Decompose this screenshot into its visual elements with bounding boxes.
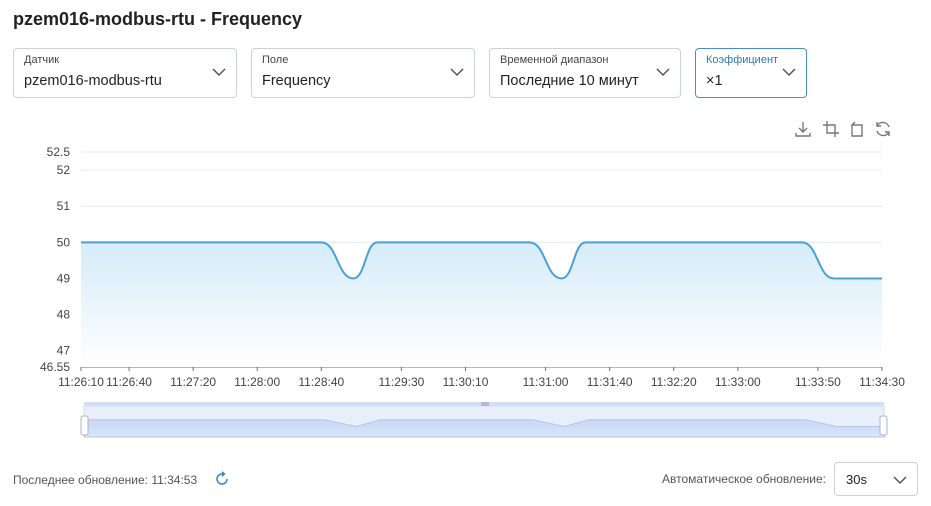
datazoom-move-handle xyxy=(481,402,489,406)
chevron-down-icon xyxy=(656,68,670,77)
field-select[interactable]: Поле Frequency xyxy=(251,48,475,98)
x-tick-label: 11:26:40 xyxy=(106,375,152,389)
y-tick-label: 52 xyxy=(57,163,71,177)
coefficient-select-label: Коэффициент xyxy=(706,54,779,66)
sensor-select[interactable]: Датчик pzem016-modbus-rtu xyxy=(13,48,237,98)
auto-refresh-select[interactable]: 30s xyxy=(834,462,918,496)
y-tick-label: 49 xyxy=(57,271,71,285)
y-tick-label: 48 xyxy=(57,308,71,322)
series-area xyxy=(81,242,882,367)
time-range-select-value: Последние 10 минут xyxy=(500,73,639,89)
x-tick-label: 11:32:20 xyxy=(651,375,697,389)
coefficient-select[interactable]: Коэффициент ×1 xyxy=(695,48,807,98)
chevron-down-icon xyxy=(782,68,796,77)
x-tick-label: 11:30:10 xyxy=(443,375,489,389)
download-icon[interactable] xyxy=(793,119,813,139)
page-title: pzem016-modbus-rtu - Frequency xyxy=(13,9,303,29)
field-select-label: Поле xyxy=(262,54,289,66)
x-tick-label: 11:33:00 xyxy=(715,375,761,389)
x-tick-label: 11:29:30 xyxy=(378,375,424,389)
time-range-select-label: Временной диапазон xyxy=(500,54,609,66)
chevron-down-icon xyxy=(212,68,226,77)
datazoom-preview xyxy=(83,419,886,438)
restore-icon[interactable] xyxy=(873,119,893,139)
x-tick-label: 11:33:50 xyxy=(795,375,841,389)
sensor-select-value: pzem016-modbus-rtu xyxy=(24,73,162,89)
refresh-icon[interactable] xyxy=(214,471,230,487)
y-tick-label: 51 xyxy=(57,199,71,213)
x-tick-label: 11:34:30 xyxy=(859,375,905,389)
x-tick-label: 11:28:00 xyxy=(234,375,280,389)
last-update-text: Последнее обновление: 11:34:53 xyxy=(13,473,198,487)
y-tick-label: 47 xyxy=(57,344,71,358)
x-tick-label: 11:26:10 xyxy=(58,375,104,389)
chevron-down-icon xyxy=(450,68,464,77)
time-range-select[interactable]: Временной диапазон Последние 10 минут xyxy=(489,48,681,98)
field-select-value: Frequency xyxy=(262,73,331,89)
x-tick-label: 11:31:00 xyxy=(523,375,569,389)
auto-refresh-value: 30s xyxy=(846,472,867,487)
chevron-down-icon xyxy=(893,476,907,485)
zoom-select-icon[interactable] xyxy=(821,119,841,139)
y-tick-label: 50 xyxy=(57,235,71,249)
auto-refresh-label: Автоматическое обновление: xyxy=(662,472,826,486)
coefficient-select-value: ×1 xyxy=(706,73,723,89)
series-line xyxy=(81,241,882,280)
y-tick-label: 46.55 xyxy=(40,360,70,374)
datazoom-right-handle xyxy=(879,415,888,436)
y-tick-label: 52.5 xyxy=(47,145,71,159)
x-tick-label: 11:27:20 xyxy=(170,375,216,389)
x-tick-label: 11:28:40 xyxy=(298,375,344,389)
frequency-chart: 46.55 47 48 49 50 51 52 52.5 11:26:10 11:26:40 11:… xyxy=(40,145,905,438)
datazoom-left-handle xyxy=(80,415,89,436)
zoom-reset-icon[interactable] xyxy=(847,119,867,139)
sensor-select-label: Датчик xyxy=(24,54,60,66)
x-tick-label: 11:31:40 xyxy=(587,375,633,389)
